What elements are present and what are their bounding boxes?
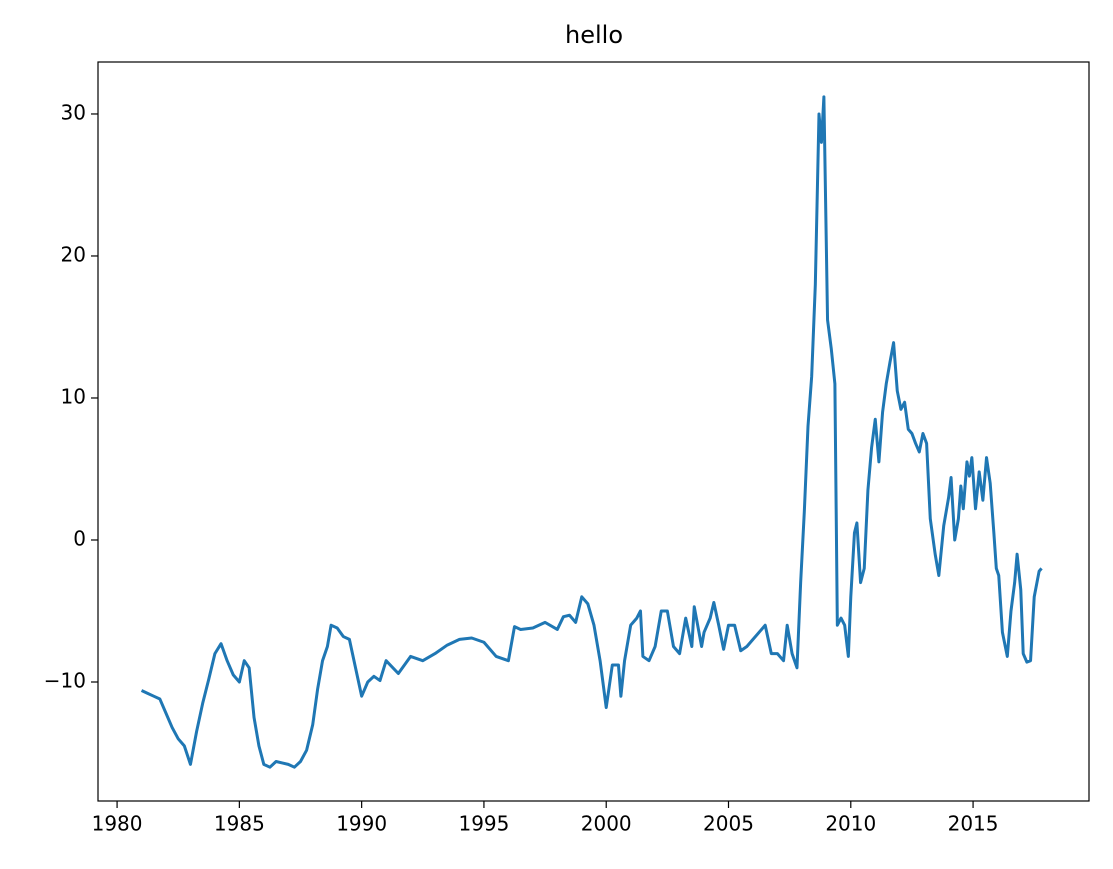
y-tick-label: 0 <box>73 526 86 550</box>
x-tick-label: 1990 <box>336 812 387 836</box>
y-tick-label: −10 <box>44 668 86 692</box>
plot-frame <box>97 61 1090 802</box>
y-tick-label: 20 <box>61 242 86 266</box>
chart-title: hello <box>565 21 623 49</box>
x-tick-label: 1995 <box>458 812 509 836</box>
y-tick-label: 10 <box>61 384 86 408</box>
x-tick-label: 1980 <box>92 812 143 836</box>
y-tick-label: 30 <box>61 100 86 124</box>
x-tick-label: 2010 <box>825 812 876 836</box>
x-tick-label: 2015 <box>948 812 999 836</box>
x-tick-label: 2005 <box>703 812 754 836</box>
line-series <box>140 95 1043 769</box>
x-tick-label: 2000 <box>581 812 632 836</box>
x-tick-label: 1985 <box>214 812 265 836</box>
